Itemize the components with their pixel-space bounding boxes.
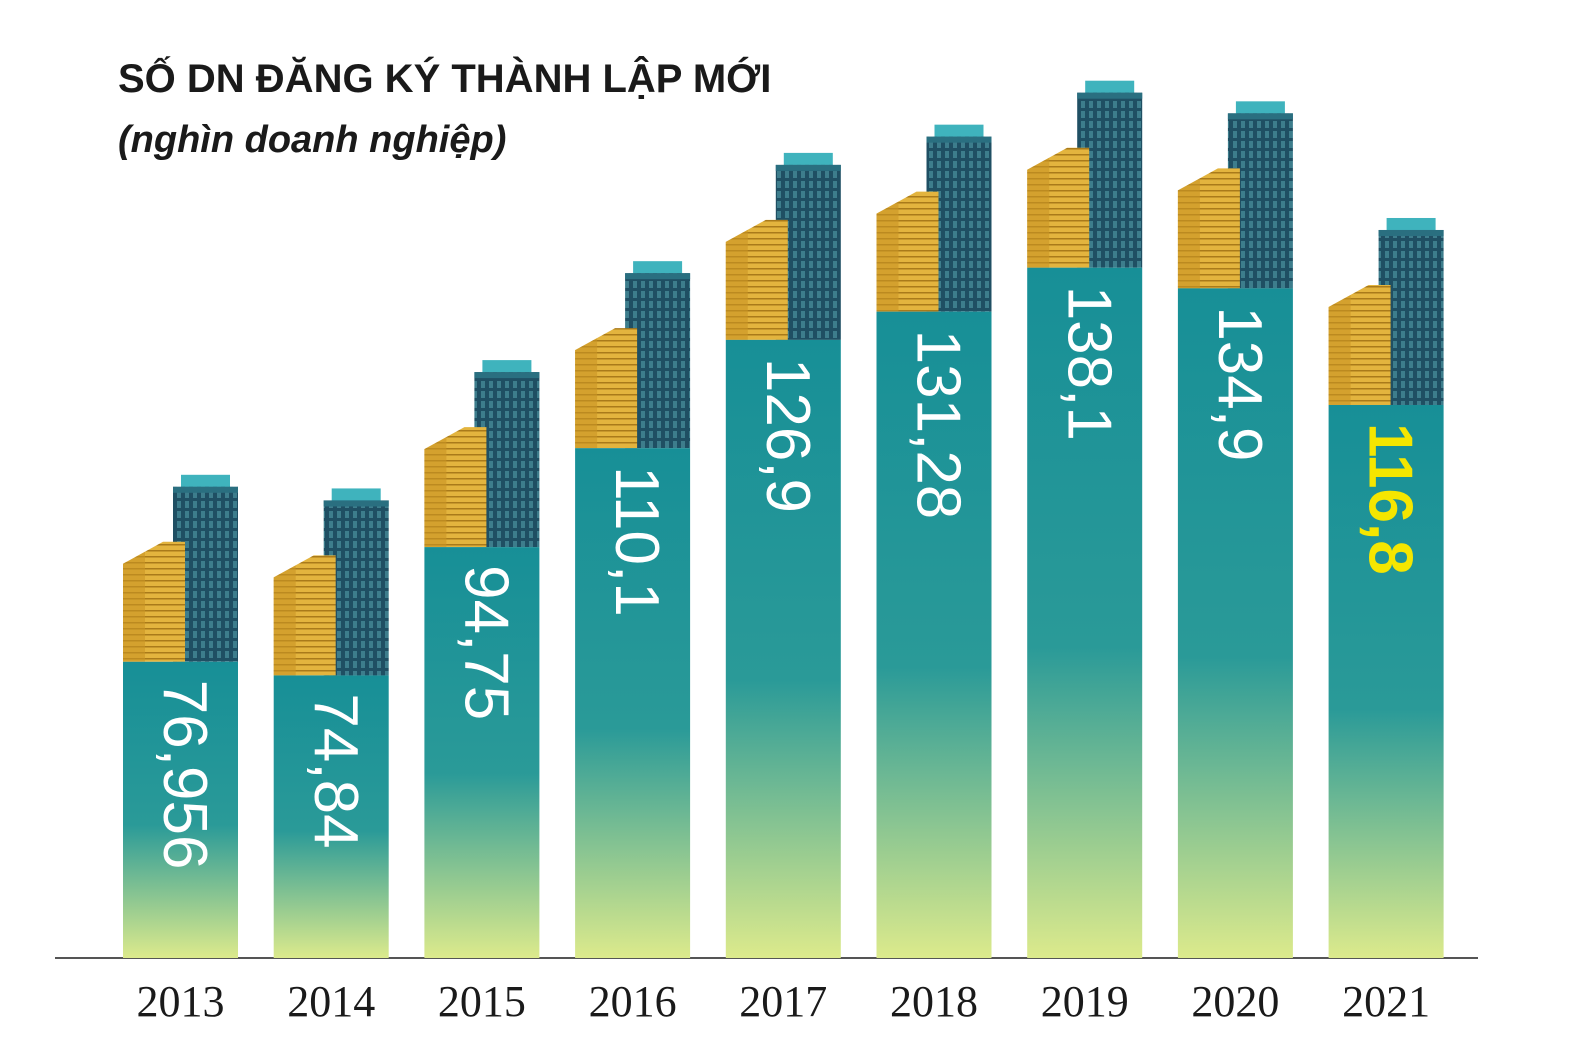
x-tick-label: 2019 <box>1041 977 1129 1026</box>
x-tick-label: 2017 <box>739 977 827 1026</box>
x-tick-label: 2018 <box>890 977 978 1026</box>
building <box>1227 113 1293 120</box>
building <box>1378 229 1444 236</box>
value-label: 94,75 <box>452 565 521 720</box>
bar <box>1328 404 1444 958</box>
building <box>424 437 447 548</box>
value-label: 74,84 <box>301 693 370 848</box>
building <box>1386 217 1436 232</box>
building <box>625 273 691 280</box>
value-label: 116,8 <box>1356 423 1425 575</box>
x-tick-label: 2021 <box>1342 977 1430 1026</box>
value-label: 110,1 <box>602 466 671 617</box>
bar <box>725 339 841 958</box>
building <box>123 551 145 662</box>
bar <box>1027 267 1143 958</box>
bar <box>424 547 540 958</box>
building <box>1077 92 1143 99</box>
building <box>926 136 992 143</box>
bar <box>123 661 238 958</box>
building <box>474 372 540 379</box>
x-tick-label: 2015 <box>438 977 526 1026</box>
building <box>173 486 238 493</box>
bar <box>876 311 992 958</box>
building <box>1328 294 1351 405</box>
chart-title: SỐ DN ĐĂNG KÝ THÀNH LẬP MỚI <box>118 55 771 101</box>
chart-subtitle: (nghìn doanh nghiệp) <box>118 119 506 161</box>
bar <box>1177 288 1293 958</box>
x-tick-label: 2013 <box>137 977 225 1026</box>
building <box>1177 178 1200 289</box>
value-label: 126,9 <box>753 358 822 513</box>
value-label: 134,9 <box>1205 306 1274 461</box>
bar <box>575 448 691 958</box>
building <box>331 488 381 503</box>
building <box>876 201 899 312</box>
x-tick-label: 2020 <box>1191 977 1279 1026</box>
bar <box>273 675 389 958</box>
building <box>273 565 296 676</box>
x-tick-label: 2016 <box>589 977 677 1026</box>
building <box>1027 157 1050 268</box>
building <box>775 164 841 171</box>
building <box>725 229 748 340</box>
building <box>1235 101 1285 116</box>
value-label: 76,956 <box>150 680 219 870</box>
building <box>575 338 598 449</box>
x-tick-label: 2014 <box>287 977 375 1026</box>
building <box>934 124 984 139</box>
value-label: 138,1 <box>1054 286 1123 441</box>
building <box>323 500 389 507</box>
building <box>482 360 532 375</box>
building <box>633 261 683 276</box>
building <box>783 152 833 167</box>
building <box>1085 80 1135 95</box>
value-label: 131,28 <box>904 330 973 520</box>
building <box>181 474 230 489</box>
